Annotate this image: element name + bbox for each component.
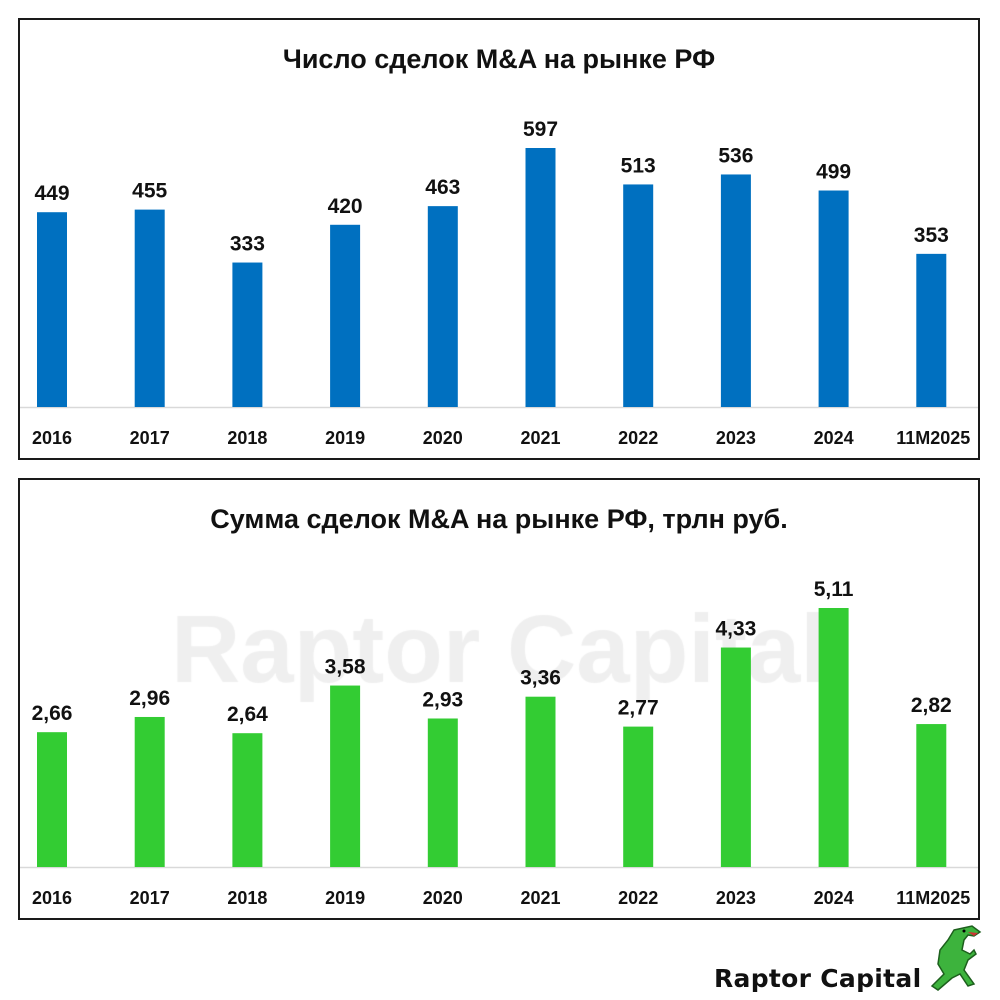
x-tick-label-2021: 2021 <box>520 888 560 908</box>
bar-2021 <box>525 696 556 867</box>
x-tick-label-2016: 2016 <box>32 888 72 908</box>
x-tick-label-2018: 2018 <box>227 888 267 908</box>
x-tick-label-2016: 2016 <box>32 428 72 448</box>
bar-2020 <box>427 718 458 867</box>
x-tick-label-2023: 2023 <box>716 428 756 448</box>
x-tick-label-2021: 2021 <box>520 428 560 448</box>
x-tick-label-2022: 2022 <box>618 428 658 448</box>
bar-2024 <box>818 190 849 407</box>
chart-title: Сумма сделок M&A на рынке РФ, трлн руб. <box>210 504 787 534</box>
data-label-2019: 3,58 <box>325 656 366 679</box>
x-tick-label-2024: 2024 <box>814 888 854 908</box>
data-label-2018: 2,64 <box>227 703 268 726</box>
data-label-2022: 513 <box>621 154 656 177</box>
bar-2018 <box>232 733 263 867</box>
data-label-2020: 2,93 <box>422 688 463 711</box>
data-label-2017: 2,96 <box>129 687 170 710</box>
x-tick-label-2020: 2020 <box>423 428 463 448</box>
data-label-2016: 2,66 <box>32 702 73 725</box>
bar-2016 <box>37 732 67 867</box>
deals-count-chart: Число сделок M&A на рынке РФ 449 2016 455 20… <box>18 18 980 460</box>
data-label-2022: 2,77 <box>618 697 659 720</box>
chart-title: Число сделок M&A на рынке РФ <box>283 44 715 74</box>
data-label-2021: 3,36 <box>520 667 561 690</box>
x-tick-label-2024: 2024 <box>814 428 854 448</box>
bar-2022 <box>623 184 654 407</box>
x-tick-label-2019: 2019 <box>325 888 365 908</box>
data-label-2017: 455 <box>132 180 167 203</box>
data-label-2019: 420 <box>328 195 363 218</box>
bar-2022 <box>623 726 654 867</box>
bar-2023 <box>720 647 751 867</box>
x-tick-label-2019: 2019 <box>325 428 365 448</box>
data-label-2018: 333 <box>230 233 265 256</box>
data-label-11M2025: 353 <box>914 224 949 247</box>
bar-2016 <box>37 212 67 407</box>
bar-11M2025 <box>916 724 947 867</box>
x-tick-label-11M2025: 11M2025 <box>896 888 970 908</box>
watermark-image <box>20 480 978 918</box>
data-label-2020: 463 <box>425 176 460 199</box>
x-tick-label-2017: 2017 <box>130 888 170 908</box>
bar-2018 <box>232 262 263 407</box>
bar-2019 <box>330 685 361 867</box>
bar-2020 <box>427 206 458 407</box>
bar-11M2025 <box>916 253 947 407</box>
deals-count-svg: Число сделок M&A на рынке РФ 449 2016 455 20… <box>20 44 978 448</box>
x-tick-label-2023: 2023 <box>716 888 756 908</box>
data-label-2024: 5,11 <box>814 578 854 601</box>
data-label-2021: 597 <box>523 118 558 141</box>
bar-2019 <box>330 224 361 407</box>
data-label-2024: 499 <box>816 161 851 184</box>
x-tick-label-2020: 2020 <box>423 888 463 908</box>
bar-2021 <box>525 148 556 407</box>
bar-2017 <box>134 716 165 867</box>
bar-2017 <box>134 209 165 407</box>
deals-sum-chart: Сумма сделок M&A на рынке РФ, трлн руб. 2… <box>18 478 980 920</box>
data-label-2023: 4,33 <box>715 618 756 641</box>
x-tick-label-11M2025: 11M2025 <box>896 428 970 448</box>
x-tick-label-2022: 2022 <box>618 888 658 908</box>
bar-2023 <box>720 174 751 407</box>
data-label-11M2025: 2,82 <box>911 694 952 717</box>
data-label-2016: 449 <box>34 182 69 205</box>
raptor-logo-icon <box>930 925 982 991</box>
bar-2024 <box>818 608 849 867</box>
x-tick-label-2018: 2018 <box>227 428 267 448</box>
brand-name: Raptor Capital <box>714 964 922 993</box>
x-tick-label-2017: 2017 <box>130 428 170 448</box>
data-label-2023: 536 <box>718 144 753 167</box>
deals-sum-svg: Сумма сделок M&A на рынке РФ, трлн руб. 2… <box>20 504 978 908</box>
